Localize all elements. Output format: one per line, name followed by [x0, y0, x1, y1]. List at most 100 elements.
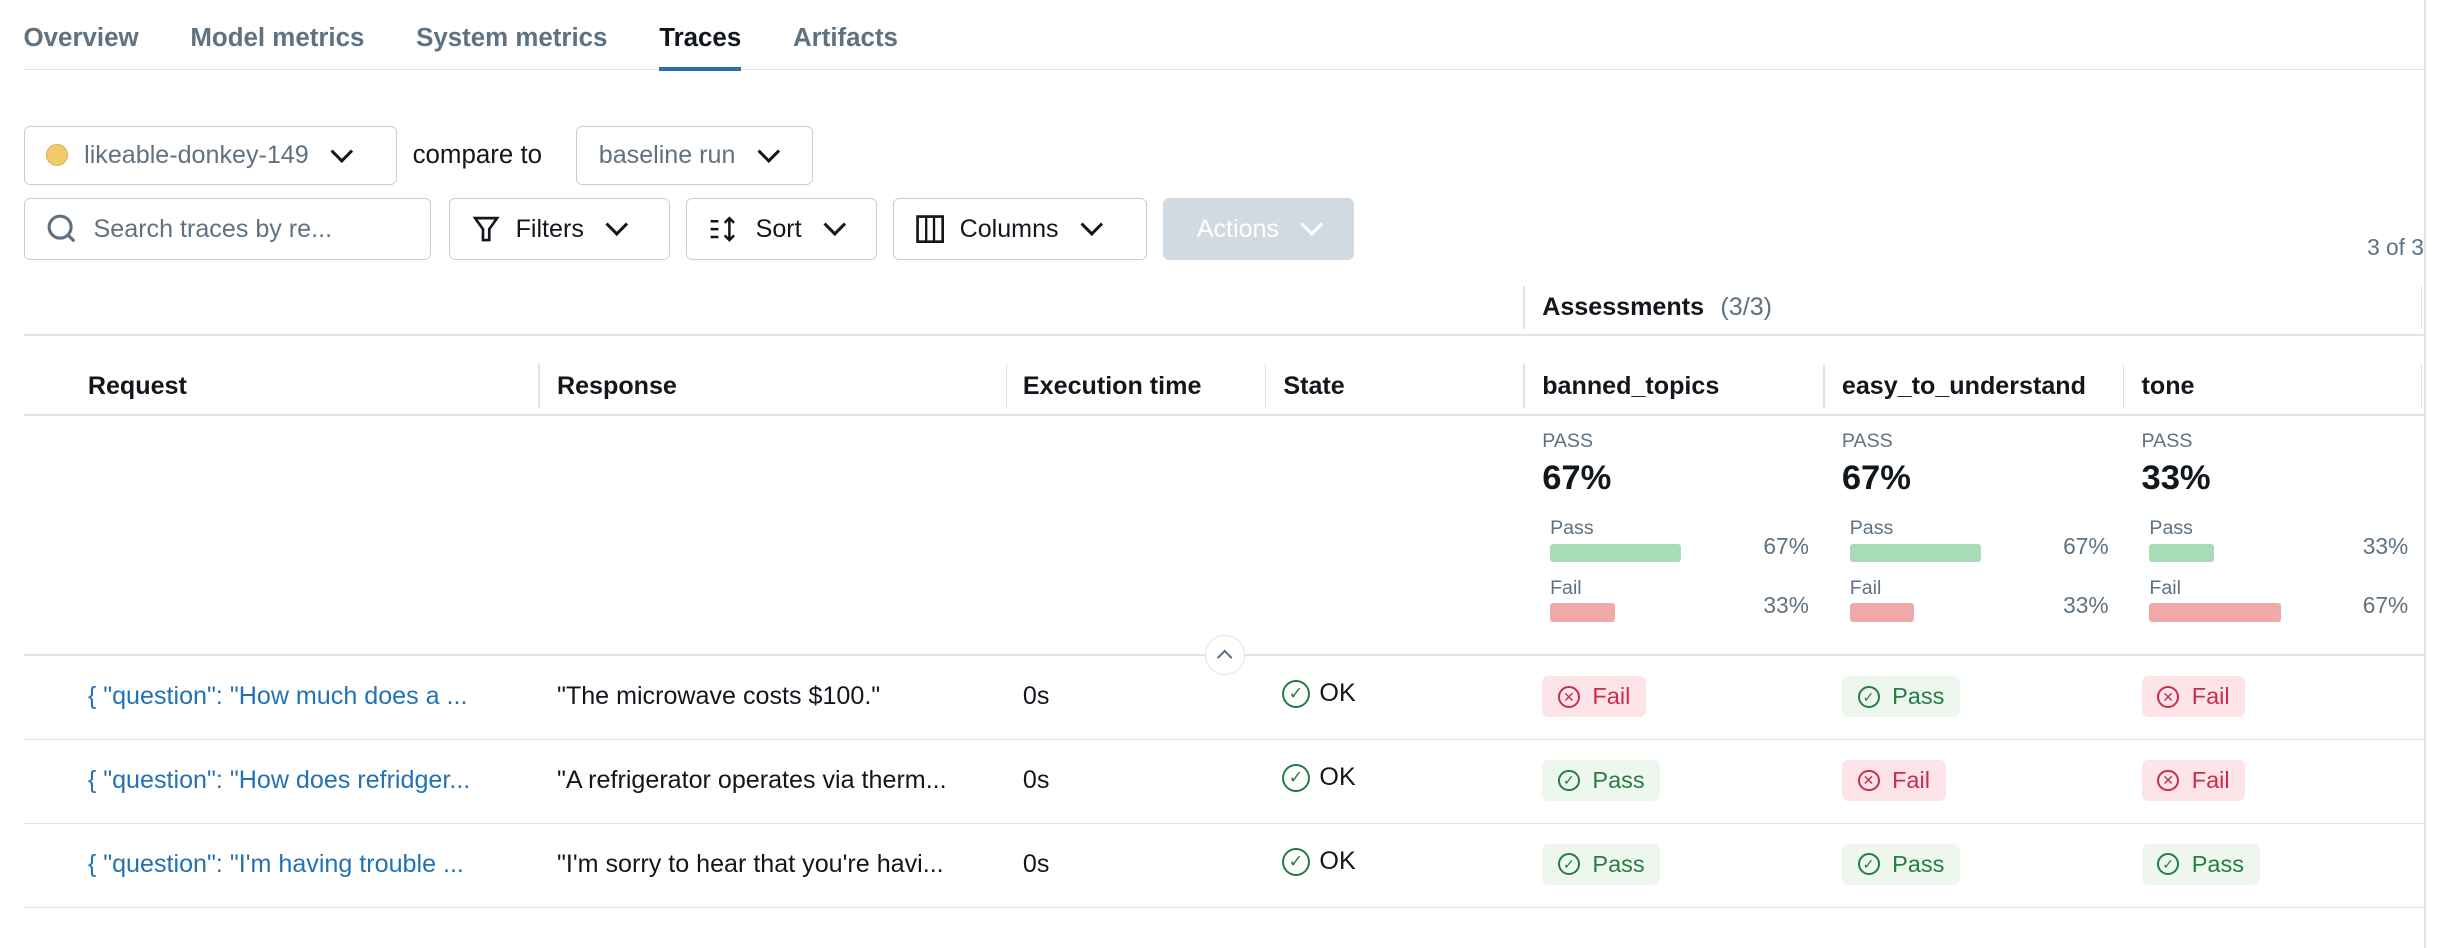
pass-bar-row: Pass 67%	[1550, 517, 1809, 577]
tab-artifacts[interactable]: Artifacts	[792, 23, 898, 52]
run-color-dot	[46, 144, 69, 167]
check-circle-icon: ✓	[1857, 853, 1880, 876]
assessment-label: Fail	[2191, 767, 2230, 794]
table-row[interactable]: { "question": "I'm having trouble ... "I…	[23, 824, 2424, 908]
assessment-label: Fail	[2191, 683, 2230, 710]
assessment-label: Pass	[1892, 683, 1945, 710]
fail-bar-label: Fail	[1550, 576, 1582, 599]
sort-icon	[710, 216, 735, 242]
divider	[1523, 363, 1525, 408]
column-header-banned-topics[interactable]: banned_topics	[1542, 371, 1720, 400]
filter-icon	[472, 216, 500, 242]
assessment-easy-to-understand-badge[interactable]: ✕ Fail	[1841, 760, 1946, 801]
column-header-request[interactable]: Request	[87, 371, 187, 400]
columns-button[interactable]: Columns	[892, 197, 1147, 261]
divider	[1823, 363, 1825, 408]
request-link[interactable]: { "question": "How much does a ...	[87, 682, 468, 711]
fail-bar-row: Fail 33%	[1550, 577, 1809, 637]
assessments-count: (3/3)	[1720, 293, 1773, 322]
state-label: OK	[1319, 847, 1356, 876]
assessment-banned-topics-badge[interactable]: ✓ Pass	[1542, 844, 1661, 885]
pass-pct: 67%	[1763, 532, 1809, 559]
pass-bar	[2149, 543, 2215, 563]
column-header-response[interactable]: Response	[556, 371, 677, 400]
pass-bar	[1849, 543, 1982, 563]
assessment-tone-badge[interactable]: ✕ Fail	[2141, 676, 2246, 717]
actions-button[interactable]: Actions	[1162, 197, 1354, 261]
scroll-edge	[2423, 0, 2426, 948]
execution-time: 0s	[1022, 850, 1050, 879]
pass-pct: 33%	[2362, 532, 2409, 559]
request-link[interactable]: { "question": "I'm having trouble ...	[87, 850, 464, 879]
sort-button[interactable]: Sort	[685, 197, 877, 261]
response-cell: "A refrigerator operates via therm...	[556, 766, 947, 795]
pass-bar	[1550, 543, 1682, 563]
assessments-label: Assessments	[1542, 293, 1705, 322]
tab-model-metrics[interactable]: Model metrics	[190, 23, 365, 52]
tab-system-metrics[interactable]: System metrics	[416, 23, 608, 52]
search-input[interactable]: Search traces by re...	[23, 197, 432, 261]
check-circle-icon: ✓	[1281, 763, 1311, 792]
assessment-tone-badge[interactable]: ✓ Pass	[2141, 844, 2260, 885]
assessment-easy-to-understand-badge[interactable]: ✓ Pass	[1841, 844, 1961, 885]
fail-bar-row: Fail 67%	[2149, 577, 2408, 637]
tab-traces[interactable]: Traces	[659, 0, 742, 72]
actions-label: Actions	[1196, 214, 1280, 243]
assessment-tone-badge[interactable]: ✕ Fail	[2141, 760, 2246, 801]
assessment-banned-topics-badge[interactable]: ✓ Pass	[1542, 760, 1661, 801]
search-icon	[48, 214, 76, 243]
chevron-down-icon	[1080, 213, 1103, 236]
compare-run-name: baseline run	[598, 140, 736, 169]
assessment-label: Pass	[1892, 850, 1945, 877]
pass-bar-label: Pass	[2149, 516, 2193, 539]
assessment-label: Pass	[1592, 850, 1645, 877]
divider	[2420, 285, 2423, 330]
divider	[23, 414, 2424, 416]
compare-selector[interactable]: baseline run	[575, 125, 813, 186]
chevron-down-icon	[823, 213, 846, 236]
column-header-state[interactable]: State	[1283, 371, 1345, 400]
table-row[interactable]: { "question": "How much does a ... "The …	[23, 656, 2424, 740]
state-cell: ✓ OK	[1281, 763, 1356, 792]
tab-overview[interactable]: Overview	[23, 23, 139, 52]
x-circle-icon: ✕	[1557, 685, 1580, 708]
pass-bar-row: Pass 33%	[2149, 517, 2408, 577]
columns-label: Columns	[959, 214, 1059, 243]
pass-rate: 67%	[1841, 459, 1911, 498]
pass-rate: 33%	[2141, 459, 2211, 498]
request-link[interactable]: { "question": "How does refridger...	[87, 766, 471, 795]
fail-bar-row: Fail 33%	[1849, 577, 2109, 637]
pass-bar-row: Pass 67%	[1849, 516, 2109, 577]
divider	[1264, 363, 1267, 408]
divider	[1005, 363, 1008, 408]
x-circle-icon: ✕	[1857, 769, 1880, 792]
divider	[2420, 363, 2423, 408]
filters-label: Filters	[515, 214, 584, 243]
search-placeholder: Search traces by re...	[93, 214, 333, 243]
summary-label: PASS	[1841, 429, 1893, 452]
run-selector[interactable]: likeable-donkey-149	[23, 125, 397, 186]
summary-label: PASS	[1542, 429, 1594, 452]
fail-bar	[1550, 603, 1615, 623]
execution-time: 0s	[1022, 682, 1050, 711]
table-row[interactable]: { "question": "How does refridger... "A …	[23, 740, 2424, 824]
collapse-summary-button[interactable]	[1204, 635, 1245, 676]
pass-bar-label: Pass	[1849, 516, 1894, 539]
assessment-banned-topics-badge[interactable]: ✕ Fail	[1542, 676, 1646, 717]
column-header-tone[interactable]: tone	[2141, 371, 2195, 400]
response-cell: "The microwave costs $100."	[556, 682, 881, 711]
filters-button[interactable]: Filters	[448, 197, 670, 261]
pass-rate: 67%	[1542, 459, 1612, 498]
divider	[1523, 285, 1525, 330]
assessment-label: Pass	[1592, 767, 1645, 794]
x-circle-icon: ✕	[2157, 685, 2180, 708]
assessment-easy-to-understand-badge[interactable]: ✓ Pass	[1841, 676, 1961, 717]
column-header-execution-time[interactable]: Execution time	[1022, 371, 1202, 400]
state-cell: ✓ OK	[1281, 679, 1356, 708]
summary-banned-topics: PASS 67% Pass 67% Fail 33%	[1542, 430, 1809, 636]
column-header-easy-to-understand[interactable]: easy_to_understand	[1841, 371, 2086, 400]
assessment-label: Pass	[2191, 850, 2244, 877]
tab-bar: Overview Model metrics System metrics Tr…	[23, 0, 2424, 72]
summary-label: PASS	[2141, 429, 2193, 452]
pass-bar-label: Pass	[1550, 516, 1594, 539]
